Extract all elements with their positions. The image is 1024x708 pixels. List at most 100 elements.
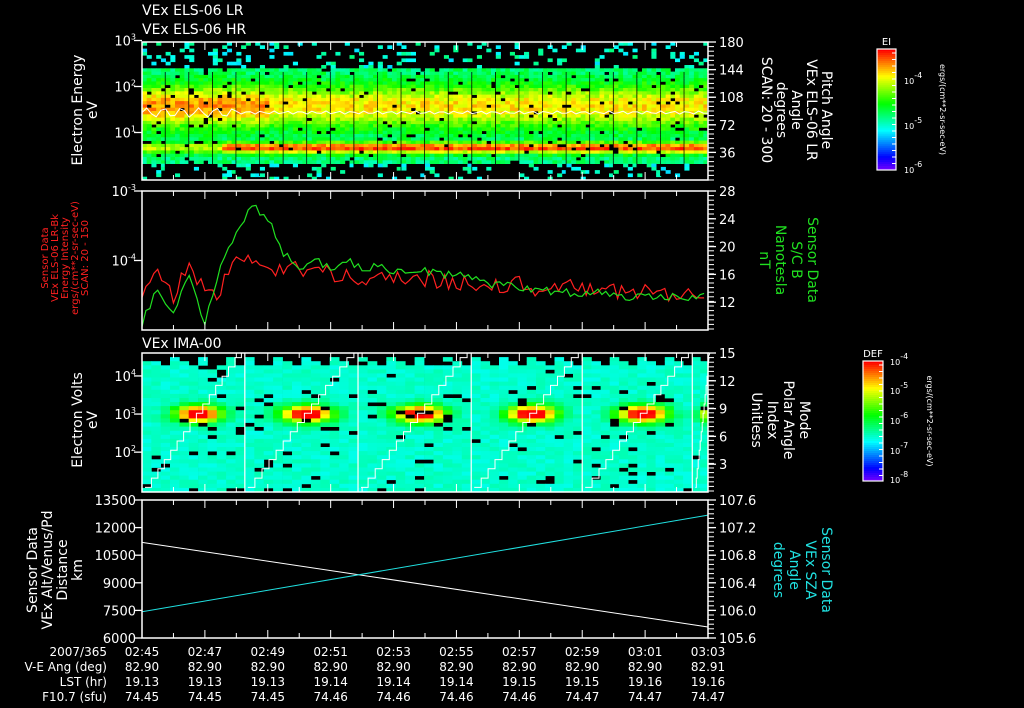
spectrogram-cell [489, 467, 500, 472]
spectrogram-cell [358, 479, 368, 485]
spectrogram-cell [264, 157, 270, 161]
spectrogram-cell [235, 369, 246, 374]
spectrogram-cell [396, 117, 402, 122]
spectrogram-cell [193, 107, 199, 112]
spectrogram-cell [514, 147, 520, 151]
spectrogram-cell [269, 88, 275, 92]
spectrogram-cell [231, 137, 237, 141]
spectrogram-cell [274, 143, 280, 148]
spectrogram-cell [179, 130, 185, 135]
spectrogram-cell [533, 61, 539, 66]
spectrogram-cell [244, 385, 255, 391]
spectrogram-cell [363, 65, 369, 69]
spectrogram-cell [292, 475, 302, 481]
spectrogram-cell [575, 84, 581, 89]
spectrogram-cell [573, 471, 583, 477]
spectrogram-cell [302, 143, 308, 148]
spectrogram-cell [348, 459, 359, 464]
spectrogram-cell [216, 385, 227, 391]
spectrogram-cell [573, 410, 583, 415]
spectrogram-cell [689, 130, 695, 135]
spectrogram-cell [618, 97, 624, 102]
spectrogram-cell [703, 134, 709, 138]
spectrogram-cell [311, 160, 317, 164]
spectrogram-cell [524, 114, 530, 118]
spectrogram-cell [349, 150, 355, 155]
spectrogram-cell [462, 150, 468, 155]
spectrogram-cell [212, 61, 218, 66]
spectrogram-cell [481, 117, 487, 122]
spectrogram-cell [222, 173, 228, 178]
spectrogram-cell [193, 114, 199, 118]
spectrogram-cell [273, 487, 283, 493]
spectrogram-cell [618, 114, 624, 118]
spectrogram-cell [297, 68, 303, 72]
spectrogram-cell [623, 42, 629, 46]
spectrogram-cell [387, 143, 393, 148]
spectrogram-cell [590, 147, 596, 151]
spectrogram-cell [297, 101, 303, 105]
spectrogram-cell [552, 143, 558, 148]
spectrogram-cell [458, 176, 464, 181]
spectrogram-cell [401, 107, 407, 112]
spectrogram-cell [443, 140, 449, 145]
spectrogram-cell [349, 134, 355, 138]
spectrogram-cell [679, 68, 685, 72]
spectrogram-cell [151, 130, 157, 135]
spectrogram-cell [212, 160, 218, 164]
spectrogram-cell [339, 406, 349, 411]
spectrogram-cell [703, 91, 709, 95]
spectrogram-cell [442, 483, 453, 489]
spectrogram-cell [344, 101, 350, 105]
spectrogram-cell [472, 127, 478, 132]
spectrogram-cell [321, 130, 327, 135]
spectrogram-cell [528, 68, 534, 72]
spectrogram-cell [160, 479, 171, 485]
spectrogram-cell [684, 91, 690, 95]
spectrogram-cell [420, 130, 426, 135]
spectrogram-cell [217, 101, 223, 105]
spectrogram-cell [703, 153, 709, 158]
spectrogram-cell [684, 166, 690, 171]
spectrogram-cell [198, 160, 204, 164]
spectrogram-cell [363, 78, 369, 82]
spectrogram-cell [499, 381, 509, 387]
spectrogram-cell [561, 58, 567, 63]
spectrogram-cell [434, 114, 440, 118]
spectrogram-cell [184, 160, 190, 164]
spectrogram-cell [542, 101, 548, 105]
spectrogram-cell [623, 68, 629, 72]
spectrogram-cell [462, 107, 468, 112]
spectrogram-cell [307, 71, 313, 76]
spectrogram-cell [448, 134, 454, 138]
spectrogram-cell [208, 130, 214, 135]
spectrogram-cell [563, 377, 574, 382]
spectrogram-cell [184, 74, 190, 79]
spectrogram-cell [311, 74, 317, 79]
spectrogram-cell [203, 84, 209, 89]
spectrogram-cell [580, 81, 586, 86]
spectrogram-cell [491, 150, 497, 155]
spectrogram-cell [367, 467, 378, 472]
spectrogram-cell [613, 153, 619, 158]
spectrogram-cell [499, 442, 509, 448]
spectrogram-cell [241, 74, 247, 79]
spectrogram-cell [410, 84, 416, 89]
spectrogram-cell [453, 111, 459, 115]
spectrogram-cell [179, 150, 185, 155]
spectrogram-cell [244, 406, 255, 411]
spectrogram-cell [461, 463, 472, 468]
spectrogram-cell [354, 78, 360, 82]
spectrogram-cell [401, 88, 407, 92]
spectrogram-cell [623, 104, 629, 109]
spectrogram-cell [292, 365, 302, 370]
spectrogram-cell [376, 455, 387, 460]
spectrogram-cell [604, 48, 610, 53]
spectrogram-cell [301, 373, 312, 378]
spectrogram-cell [321, 143, 327, 148]
spectrogram-cell [627, 97, 633, 102]
spectrogram-cell [453, 147, 459, 151]
spectrogram-cell [495, 117, 501, 122]
spectrogram-cell [505, 84, 511, 89]
spectrogram-cell [241, 120, 247, 125]
